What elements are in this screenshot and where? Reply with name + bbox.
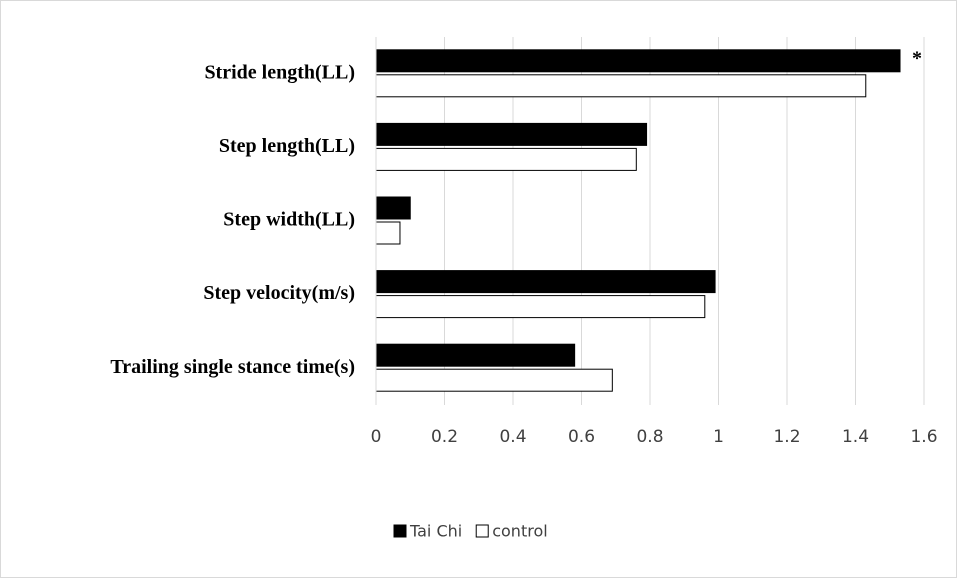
x-tick-label: 1.4 [842, 427, 869, 447]
x-tick-label: 0.8 [636, 427, 663, 447]
bar [375, 147, 637, 171]
bar [375, 196, 411, 220]
x-tick-label: 0 [371, 427, 382, 447]
y-tick-label: Step velocity(m/s) [203, 282, 355, 304]
bar [375, 343, 576, 367]
bar [375, 74, 867, 98]
bar [375, 221, 401, 245]
y-tick-label: Trailing single stance time(s) [110, 356, 355, 378]
bar [375, 368, 613, 392]
x-tick-label: 1 [713, 427, 724, 447]
y-tick-label: Stride length(LL) [204, 61, 355, 83]
annotation: * [912, 47, 922, 69]
legend-swatch [393, 524, 407, 538]
bar [375, 49, 901, 73]
x-tick-label: 1.2 [773, 427, 800, 447]
legend-label: Tai Chi [409, 522, 462, 541]
x-tick-label: 0.4 [499, 427, 526, 447]
bar [375, 122, 648, 146]
y-tick-label: Step length(LL) [219, 135, 355, 157]
legend-swatch [475, 524, 489, 538]
x-tick-label: 0.2 [431, 427, 458, 447]
bar [375, 295, 706, 319]
x-tick-label: 0.6 [568, 427, 595, 447]
legend-label: control [492, 522, 547, 541]
x-tick-label: 1.6 [910, 427, 937, 447]
y-tick-label: Step width(LL) [223, 209, 355, 231]
bar [375, 270, 716, 294]
